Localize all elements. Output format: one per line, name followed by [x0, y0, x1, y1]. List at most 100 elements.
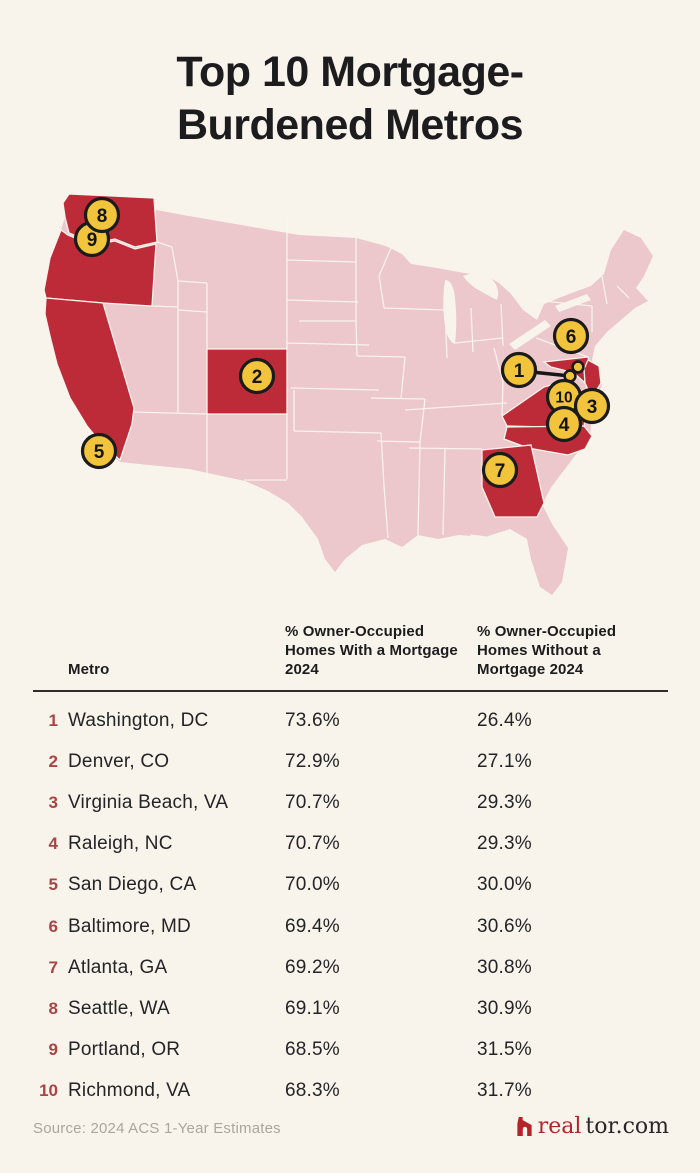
with-mortgage-cell: 70.7% [285, 833, 340, 855]
metro-cell: Denver, CO [68, 750, 170, 772]
us-map: 6 1 2 5 7 9 8 10 3 4 [39, 186, 661, 612]
map-marker-4: 4 [545, 405, 583, 443]
marker-number: 10 [555, 390, 572, 407]
map-marker-2: 2 [238, 357, 276, 395]
with-mortgage-cell: 72.9% [285, 750, 340, 772]
map-marker-8: 8 [83, 196, 121, 234]
with-mortgage-header: % Owner-Occupied Homes With a Mortgage 2… [285, 623, 458, 678]
table-row: 9 Portland, OR 68.5% 31.5% [33, 1030, 668, 1071]
without-mortgage-cell: 30.6% [477, 915, 532, 937]
rank-cell: 9 [48, 1040, 58, 1060]
with-mortgage-cell: 70.0% [285, 874, 340, 896]
without-mortgage-header: % Owner-Occupied Homes Without a Mortgag… [477, 623, 617, 678]
without-mortgage-cell: 30.8% [477, 956, 532, 978]
lake-ontario [555, 294, 591, 312]
marker-number: 1 [514, 361, 525, 382]
baltimore-dot [571, 360, 585, 374]
logo-text-dark: tor.com [585, 1114, 669, 1139]
marker-number: 6 [566, 327, 577, 348]
marker-number: 2 [252, 367, 263, 388]
metro-header: Metro [68, 661, 110, 678]
marker-circle [80, 432, 118, 470]
marker-number: 3 [587, 397, 598, 418]
title-line-2: Burdened Metros [176, 101, 524, 149]
without-mortgage-cell: 31.7% [477, 1080, 532, 1102]
without-mortgage-cell: 29.3% [477, 833, 532, 855]
city-dots-layer [563, 360, 585, 383]
marker-number: 8 [97, 206, 108, 227]
without-mortgage-cell: 27.1% [477, 750, 532, 772]
without-mortgage-cell: 30.0% [477, 874, 532, 896]
map-marker-5: 5 [80, 432, 118, 470]
realtor-house-icon [517, 1117, 532, 1136]
marker-number: 7 [495, 461, 506, 482]
page-title: Top 10 Mortgage- Burdened Metros [0, 46, 700, 152]
metro-cell: Baltimore, MD [68, 915, 191, 937]
rank-cell: 7 [48, 957, 58, 977]
table-row: 4 Raleigh, NC 70.7% 29.3% [33, 824, 668, 865]
table-row: 1 Washington, DC 73.6% 26.4% [33, 700, 668, 741]
metro-cell: Richmond, VA [68, 1080, 191, 1102]
map-markers-layer: 6 1 2 5 7 9 8 10 34 [73, 196, 611, 489]
metro-cell: Atlanta, GA [68, 956, 168, 978]
with-mortgage-cell: 69.1% [285, 997, 340, 1019]
metro-cell: Raleigh, NC [68, 833, 173, 855]
marker-number: 5 [94, 442, 105, 463]
marker-circle [573, 387, 611, 425]
metro-cell: Portland, OR [68, 1039, 181, 1061]
metro-cell: San Diego, CA [68, 874, 197, 896]
map-marker-1: 1 [500, 351, 538, 389]
rank-cell: 6 [48, 916, 58, 936]
logo-text-red: real [537, 1114, 582, 1139]
table-row: 5 San Diego, CA 70.0% 30.0% [33, 865, 668, 906]
metros-table: Metro % Owner-Occupied Homes With a Mort… [33, 622, 668, 1112]
rank-cell: 10 [39, 1081, 58, 1101]
table-row: 10 Richmond, VA 68.3% 31.7% [33, 1071, 668, 1112]
lake-huron [463, 273, 499, 300]
marker-circle [83, 196, 121, 234]
lake-superior [357, 226, 479, 274]
with-mortgage-cell: 70.7% [285, 791, 340, 813]
without-mortgage-cell: 26.4% [477, 709, 532, 731]
table-row: 6 Baltimore, MD 69.4% 30.6% [33, 906, 668, 947]
table-body: 1 Washington, DC 73.6% 26.4% 2 Denver, CO 72.9… [33, 692, 668, 1112]
lake-erie [509, 320, 551, 350]
source-note: Source: 2024 ACS 1-Year Estimates [33, 1120, 281, 1137]
marker-number: 9 [87, 230, 98, 251]
lake-michigan [443, 280, 457, 344]
with-mortgage-cell: 68.3% [285, 1080, 340, 1102]
table-header-row: Metro % Owner-Occupied Homes With a Mort… [33, 622, 668, 692]
state-oregon [43, 228, 157, 307]
without-mortgage-cell: 29.3% [477, 791, 532, 813]
marker-circle [500, 351, 538, 389]
us-map-svg: 6 1 2 5 7 9 8 10 34 [43, 193, 653, 595]
marker-circle [481, 451, 519, 489]
rank-cell: 1 [48, 710, 58, 730]
map-marker-3: 3 [573, 387, 611, 425]
rank-cell: 8 [48, 998, 58, 1018]
rank-cell: 4 [48, 834, 58, 854]
map-marker-6: 6 [552, 317, 590, 355]
with-mortgage-cell: 68.5% [285, 1039, 340, 1061]
with-mortgage-cell: 73.6% [285, 709, 340, 731]
table-row: 2 Denver, CO 72.9% 27.1% [33, 741, 668, 782]
rank-cell: 2 [48, 751, 58, 771]
title-line-1: Top 10 Mortgage- [176, 48, 524, 96]
with-mortgage-cell: 69.4% [285, 915, 340, 937]
map-marker-7: 7 [481, 451, 519, 489]
metro-cell: Washington, DC [68, 709, 209, 731]
marker-circle [552, 317, 590, 355]
table-row: 7 Atlanta, GA 69.2% 30.8% [33, 947, 668, 988]
rank-cell: 5 [48, 875, 58, 895]
rank-cell: 3 [48, 792, 58, 812]
marker-circle [238, 357, 276, 395]
realtor-logo: real tor.com [515, 1114, 669, 1139]
table-row: 3 Virginia Beach, VA 70.7% 29.3% [33, 782, 668, 823]
marker-number: 4 [559, 415, 570, 436]
without-mortgage-cell: 30.9% [477, 997, 532, 1019]
with-mortgage-cell: 69.2% [285, 956, 340, 978]
table-row: 8 Seattle, WA 69.1% 30.9% [33, 988, 668, 1029]
marker-circle [545, 405, 583, 443]
metro-cell: Virginia Beach, VA [68, 791, 229, 813]
